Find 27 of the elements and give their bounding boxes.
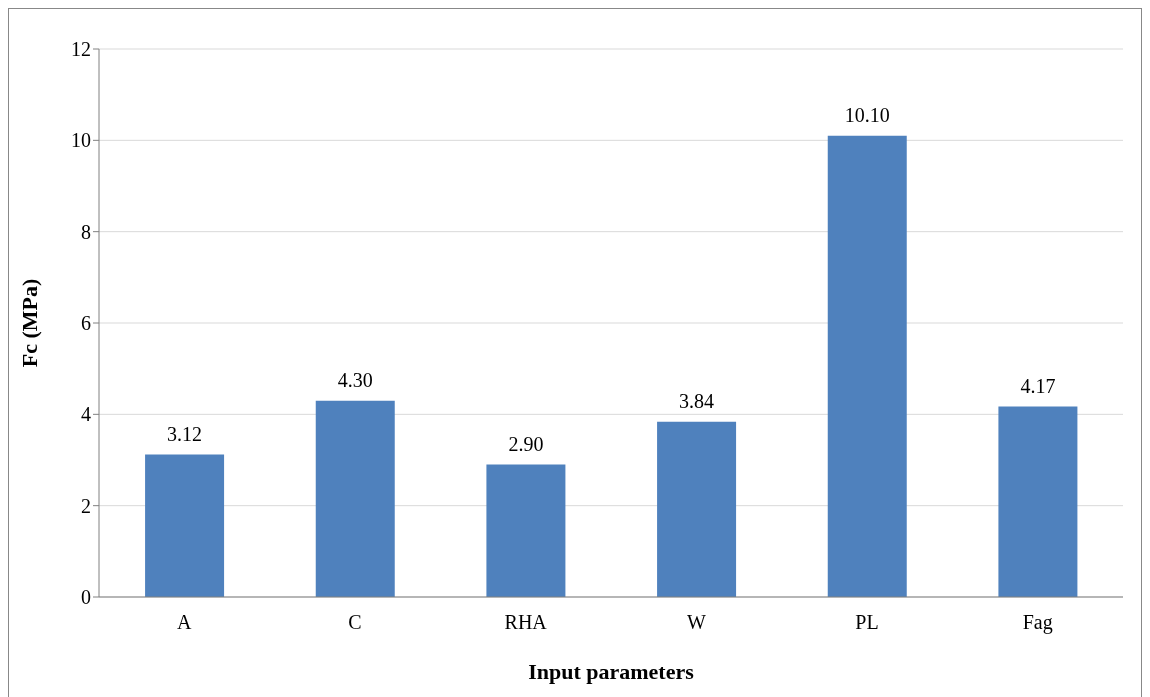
bar [827,135,907,597]
x-tick-label: C [348,611,362,634]
y-axis-title: Fc (MPa) [16,278,42,368]
data-label: 10.10 [844,103,890,126]
y-tick-label: 0 [81,586,91,609]
bar [998,406,1078,597]
bar [145,454,225,597]
x-tick-label: W [686,611,706,634]
x-tick-label: PL [855,611,879,634]
x-tick-label: RHA [504,611,548,634]
bar [486,464,566,597]
y-tick-label: 10 [71,129,91,152]
x-tick-label: A [177,611,193,634]
data-label: 4.30 [337,368,373,391]
x-axis-title: Input parameters [528,659,695,684]
y-tick-label: 4 [81,403,91,426]
data-label: 2.90 [508,432,544,455]
bar [315,400,395,597]
bar [657,421,737,597]
data-label: 3.12 [167,422,203,445]
y-tick-label: 6 [81,312,91,335]
data-label: 4.17 [1020,374,1056,397]
y-tick-label: 12 [71,38,91,61]
x-tick-label: Fag [1022,611,1053,635]
y-tick-label: 8 [81,220,91,243]
y-tick-label: 2 [81,494,91,517]
data-label: 3.84 [679,389,715,412]
